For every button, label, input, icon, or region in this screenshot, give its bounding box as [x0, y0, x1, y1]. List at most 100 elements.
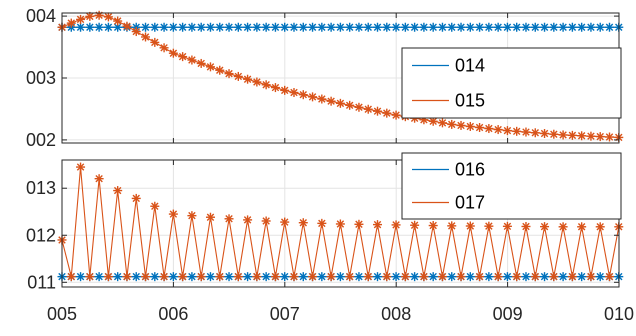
series-point — [252, 77, 262, 87]
x-tick-label: 009 — [493, 304, 523, 324]
series-point — [215, 22, 225, 32]
series-point — [558, 22, 568, 32]
marker-stroke — [188, 56, 196, 64]
marker-stroke — [336, 272, 345, 281]
marker-stroke — [151, 38, 159, 47]
marker-stroke — [113, 23, 122, 31]
marker-stroke — [169, 210, 178, 218]
marker-stroke — [494, 125, 502, 134]
marker-stroke — [466, 122, 475, 131]
marker-stroke — [512, 23, 521, 31]
series-point — [595, 132, 605, 142]
series-point — [270, 22, 280, 32]
series-point — [187, 55, 197, 65]
marker-stroke — [160, 23, 168, 31]
y-tick-label: 012 — [26, 225, 56, 245]
series-point — [224, 214, 234, 224]
series-point — [354, 272, 364, 282]
series-point — [540, 128, 550, 138]
marker-stroke — [448, 23, 456, 31]
series-point — [308, 272, 318, 282]
marker-stroke — [364, 272, 372, 281]
marker-stroke — [308, 93, 317, 101]
series-point — [76, 272, 86, 282]
series-point — [66, 272, 76, 282]
series-point — [270, 83, 280, 93]
series-point — [196, 58, 206, 68]
series-point — [103, 22, 113, 32]
series-point — [577, 272, 587, 282]
series-point — [567, 272, 577, 282]
series-point — [280, 22, 290, 32]
series-point — [391, 220, 401, 230]
marker-stroke — [448, 272, 456, 281]
series-point — [549, 129, 559, 139]
series-point — [224, 22, 234, 32]
marker-stroke — [141, 272, 150, 281]
marker-stroke — [141, 33, 150, 41]
series-point — [159, 272, 169, 282]
series-point — [437, 118, 447, 128]
marker-stroke — [95, 272, 103, 281]
marker-stroke — [262, 81, 270, 89]
series-point — [187, 211, 197, 221]
marker-stroke — [392, 221, 400, 229]
series-point — [233, 272, 243, 282]
series-point — [270, 272, 280, 282]
marker-stroke — [253, 272, 261, 281]
marker-stroke — [605, 23, 614, 31]
series-point — [317, 94, 327, 104]
marker-stroke — [596, 272, 604, 281]
marker-stroke — [512, 272, 521, 281]
series-point — [400, 272, 410, 282]
marker-stroke — [113, 186, 122, 195]
series-point — [447, 22, 457, 32]
series-point — [326, 22, 336, 32]
series-point — [512, 126, 522, 136]
marker-stroke — [466, 23, 475, 31]
marker-stroke — [587, 132, 595, 140]
marker-stroke — [559, 131, 567, 139]
series-point — [567, 130, 577, 140]
series-point — [141, 32, 151, 42]
axes-box — [61, 159, 620, 288]
marker-stroke — [531, 272, 539, 281]
series-point — [465, 272, 475, 282]
series-point — [141, 22, 151, 32]
series-point — [447, 221, 457, 231]
marker-stroke — [485, 124, 493, 133]
series-point — [382, 22, 392, 32]
marker-stroke — [605, 133, 614, 141]
marker-stroke — [355, 272, 363, 281]
marker-stroke — [76, 272, 85, 281]
series-point — [419, 22, 429, 32]
marker-stroke — [522, 128, 530, 136]
marker-stroke — [188, 272, 196, 281]
marker-stroke — [318, 272, 326, 281]
marker-stroke — [327, 97, 335, 105]
series-point — [261, 272, 271, 282]
series-point — [150, 37, 160, 47]
series-point — [298, 218, 308, 228]
marker-stroke — [429, 221, 437, 230]
marker-stroke — [151, 202, 159, 210]
series-point — [502, 126, 512, 136]
series-point — [280, 85, 290, 95]
marker-stroke — [318, 23, 326, 31]
series-point — [475, 272, 485, 282]
series-point — [484, 124, 494, 134]
series-point — [456, 120, 466, 130]
series-point — [113, 22, 123, 32]
series-point — [168, 272, 178, 282]
series-point — [224, 69, 234, 79]
series-point — [595, 222, 605, 232]
series-point — [298, 22, 308, 32]
marker-stroke — [336, 99, 345, 108]
legend-entry: 015 — [412, 91, 485, 111]
series-point — [159, 22, 169, 32]
marker-stroke — [559, 223, 567, 231]
marker-stroke — [410, 221, 419, 229]
marker-stroke — [216, 23, 224, 31]
legend-entry: 014 — [412, 56, 485, 76]
marker-stroke — [429, 272, 437, 281]
